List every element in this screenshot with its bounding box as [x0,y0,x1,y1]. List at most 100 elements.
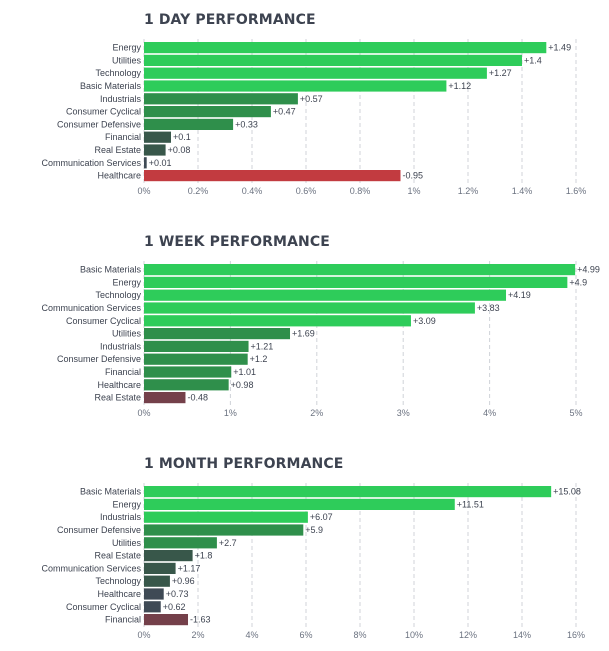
category-label-1-day-7: Financial [105,132,141,142]
x-tick-label-1-month-3: 6% [299,630,312,640]
bar-1-week-4 [144,315,411,327]
bar-1-week-10 [144,392,186,404]
bar-1-day-1 [144,54,522,66]
chart-title-1-day: 1 DAY PERFORMANCE [144,12,316,28]
x-tick-label-1-month-6: 12% [459,630,477,640]
chart-1-day: 0% 0.2% 0.4% 0.6% 0.8% 1% 1.2% 1.4% 1.6% Energy +1… [41,39,587,196]
bar-1-month-9 [144,601,161,613]
value-label-1-day-9: +0.01 [149,158,172,168]
x-tick-label-1-month-2: 4% [245,630,258,640]
category-label-1-month-10: Financial [105,615,141,625]
x-tick-label-1-day-5: 1% [407,186,420,196]
value-label-1-week-5: +1.69 [292,329,315,339]
category-label-1-day-9: Communication Services [41,158,141,168]
category-label-1-week-0: Basic Materials [80,265,142,275]
value-label-1-month-10: -1.63 [190,615,211,625]
value-label-1-week-2: +4.19 [508,290,531,300]
value-label-1-week-3: +3.83 [477,303,500,313]
value-label-1-month-8: +0.73 [166,589,189,599]
value-label-1-week-4: +3.09 [413,316,436,326]
category-label-1-week-4: Consumer Cyclical [66,316,141,326]
bar-1-month-3 [144,524,304,536]
bar-1-day-10 [144,170,401,182]
value-label-1-day-6: +0.33 [235,119,258,129]
panel-1-month: 1 MONTH PERFORMANCE 0% 2% 4% 6% 8% 10% 12% 14% 1… [0,444,609,651]
category-label-1-day-2: Technology [95,68,141,78]
category-label-1-day-8: Real Estate [94,145,141,155]
category-label-1-day-4: Industrials [100,94,142,104]
value-label-1-day-1: +1.4 [524,55,542,65]
chart-1-week: 0% 1% 2% 3% 4% 5% Basic Materials +4.99 Energy +4… [41,261,600,418]
bar-1-month-6 [144,562,176,574]
bar-1-day-4 [144,93,298,105]
x-tick-label-1-month-0: 0% [137,630,150,640]
x-tick-label-1-day-2: 0.4% [242,186,263,196]
category-label-1-day-5: Consumer Cyclical [66,107,141,117]
category-label-1-week-5: Utilities [112,329,142,339]
category-label-1-month-6: Communication Services [41,563,141,573]
value-label-1-day-0: +1.49 [548,43,571,53]
x-tick-label-1-week-3: 3% [397,408,410,418]
value-label-1-day-2: +1.27 [489,68,512,78]
chart-1-month: 0% 2% 4% 6% 8% 10% 12% 14% 16% Basic Materials +15… [41,483,585,640]
bar-1-day-2 [144,67,487,79]
chart-title-1-month: 1 MONTH PERFORMANCE [144,456,344,472]
category-label-1-week-6: Industrials [100,341,142,351]
category-label-1-week-3: Communication Services [41,303,141,313]
category-label-1-week-2: Technology [95,290,141,300]
bar-1-week-8 [144,366,232,378]
value-label-1-day-5: +0.47 [273,107,296,117]
x-tick-label-1-day-3: 0.6% [296,186,317,196]
bar-1-week-5 [144,328,291,340]
x-tick-label-1-day-0: 0% [137,186,150,196]
chart-title-1-week: 1 WEEK PERFORMANCE [144,234,330,250]
bar-1-week-7 [144,353,248,365]
category-label-1-week-10: Real Estate [94,393,141,403]
bar-1-week-3 [144,302,475,314]
value-label-1-month-7: +0.96 [172,576,195,586]
value-label-1-month-4: +2.7 [219,538,237,548]
value-label-1-week-1: +4.9 [569,277,587,287]
bar-1-month-8 [144,588,164,600]
value-label-1-week-8: +1.01 [233,367,256,377]
bar-1-month-5 [144,550,193,562]
value-label-1-day-8: +0.08 [168,145,191,155]
category-label-1-month-1: Energy [112,499,141,509]
category-label-1-month-8: Healthcare [97,589,141,599]
category-label-1-week-9: Healthcare [97,380,141,390]
bar-1-month-7 [144,575,170,587]
category-label-1-week-7: Consumer Defensive [57,354,141,364]
value-label-1-week-10: -0.48 [187,393,208,403]
value-label-1-day-4: +0.57 [300,94,323,104]
category-label-1-month-3: Consumer Defensive [57,525,141,535]
category-label-1-day-10: Healthcare [97,171,141,181]
category-label-1-month-4: Utilities [112,538,142,548]
category-label-1-month-0: Basic Materials [80,487,142,497]
value-label-1-month-0: +15.08 [553,487,581,497]
x-tick-label-1-day-1: 0.2% [188,186,209,196]
bar-1-week-6 [144,340,249,352]
category-label-1-week-8: Financial [105,367,141,377]
bar-1-day-9 [144,157,147,169]
x-tick-label-1-day-6: 1.2% [458,186,479,196]
value-label-1-month-5: +1.8 [195,551,213,561]
category-label-1-day-0: Energy [112,43,141,53]
bar-1-day-8 [144,144,166,156]
category-label-1-day-3: Basic Materials [80,81,142,91]
value-label-1-week-6: +1.21 [251,341,274,351]
x-tick-label-1-week-4: 4% [483,408,496,418]
x-tick-label-1-week-1: 1% [224,408,237,418]
value-label-1-week-9: +0.98 [231,380,254,390]
category-label-1-month-2: Industrials [100,512,142,522]
value-label-1-week-0: +4.99 [577,265,600,275]
category-label-1-day-1: Utilities [112,55,142,65]
x-tick-label-1-day-4: 0.8% [350,186,371,196]
x-tick-label-1-week-2: 2% [310,408,323,418]
value-label-1-month-9: +0.62 [163,602,186,612]
x-tick-label-1-day-8: 1.6% [566,186,587,196]
value-label-1-day-10: -0.95 [403,171,424,181]
x-tick-label-1-month-5: 10% [405,630,423,640]
panel-1-day: 1 DAY PERFORMANCE 0% 0.2% 0.4% 0.6% 0.8% 1% 1.… [0,0,609,222]
x-tick-label-1-week-5: 5% [569,408,582,418]
category-label-1-month-7: Technology [95,576,141,586]
